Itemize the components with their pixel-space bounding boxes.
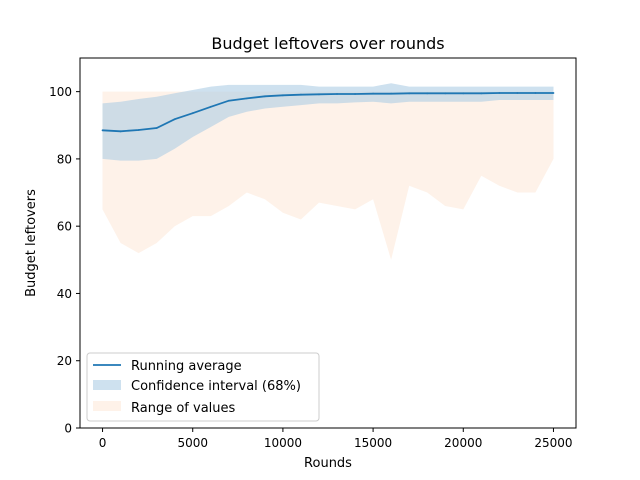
running-average-point — [227, 99, 230, 102]
running-average-point — [480, 92, 483, 95]
x-tick-label: 0 — [99, 436, 107, 450]
y-tick-label: 0 — [64, 422, 72, 436]
running-average-point — [245, 97, 248, 100]
x-axis-label: Rounds — [304, 456, 352, 471]
running-average-line — [102, 92, 554, 133]
legend-label-confidence-interval: Confidence interval (68%) — [131, 379, 301, 394]
legend-label-range-of-values: Range of values — [131, 401, 236, 416]
running-average-point — [119, 130, 122, 133]
running-average-point — [282, 94, 284, 97]
legend-box — [86, 352, 320, 422]
y-tick-label: 60 — [57, 220, 72, 234]
running-average-points — [101, 92, 555, 133]
running-average-point — [155, 127, 158, 129]
legend-label-running-average: Running average — [131, 359, 242, 374]
y-tick-label: 20 — [57, 354, 72, 368]
y-axis-label: Budget leftovers — [24, 189, 39, 297]
running-average-point — [173, 118, 176, 121]
legend-ci-swatch — [93, 380, 121, 390]
legend-range-swatch — [93, 401, 121, 411]
running-average-point — [534, 92, 537, 94]
running-average-point — [336, 93, 338, 95]
running-average-point — [408, 92, 411, 95]
running-average-point — [318, 93, 320, 96]
running-average-point — [101, 129, 104, 132]
x-tick-label: 15000 — [354, 436, 392, 450]
confidence-interval-band — [102, 83, 554, 161]
running-average-point — [191, 112, 194, 115]
chart-title: Budget leftovers over rounds — [211, 34, 444, 53]
running-average-point — [444, 92, 447, 95]
x-axis-ticks: 0 5000 10000 15000 20000 25000 — [99, 428, 573, 450]
running-average-point — [498, 92, 501, 94]
running-average-point — [209, 105, 212, 108]
x-tick-label: 20000 — [444, 436, 482, 450]
running-average-point — [390, 92, 393, 95]
running-average-point — [263, 95, 266, 98]
x-tick-label: 5000 — [177, 436, 208, 450]
x-tick-label: 10000 — [264, 436, 302, 450]
y-axis-ticks: 0 20 40 60 80 100 — [49, 85, 80, 436]
running-average-point — [516, 92, 519, 94]
running-average-point — [552, 92, 555, 94]
plot-area — [101, 83, 555, 260]
plot-frame — [79, 57, 577, 429]
y-tick-label: 100 — [49, 85, 72, 99]
range-of-values-band — [102, 91, 554, 260]
running-average-point — [137, 129, 140, 131]
running-average-point — [300, 93, 302, 96]
running-average-point — [462, 92, 465, 95]
legend: Running average Confidence interval (68%… — [86, 352, 320, 422]
x-tick-label: 25000 — [534, 436, 572, 450]
y-tick-label: 80 — [57, 152, 72, 166]
running-average-point — [372, 92, 374, 95]
running-average-point — [354, 93, 356, 95]
y-tick-label: 40 — [57, 287, 72, 301]
running-average-point — [426, 92, 429, 95]
